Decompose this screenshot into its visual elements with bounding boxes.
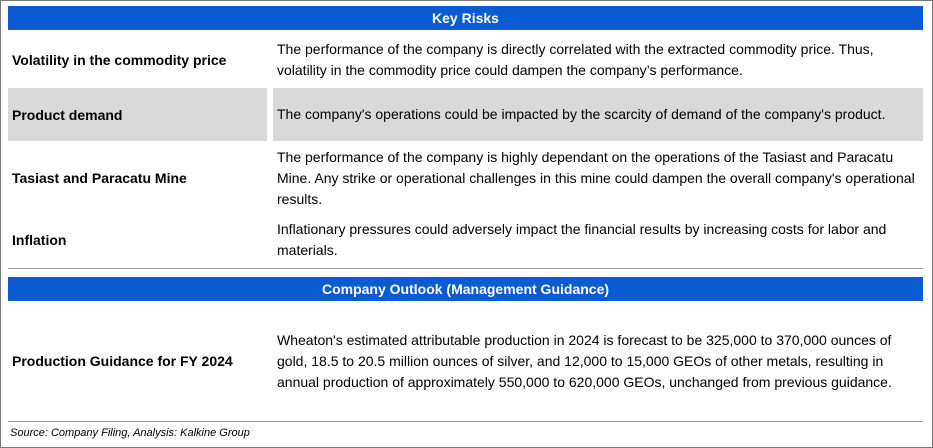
outlook-header: Company Outlook (Management Guidance) — [8, 277, 923, 301]
section-divider — [8, 268, 923, 269]
risk-label-commodity-price: Volatility in the commodity price — [12, 52, 227, 68]
risk-label-tasiast-paracatu: Tasiast and Paracatu Mine — [12, 170, 187, 186]
risk-label-product-demand: Product demand — [8, 88, 267, 141]
footer-divider — [8, 421, 923, 422]
risk-text-commodity-price: The performance of the company is direct… — [277, 41, 874, 78]
source-note: Source: Company Filing, Analysis: Kalkin… — [10, 427, 250, 439]
risk-text-product-demand: The company's operations could be impact… — [273, 88, 923, 141]
risk-text-inflation: Inflationary pressures could adversely i… — [277, 220, 887, 258]
risk-text-tasiast-paracatu: The performance of the company is highly… — [277, 148, 915, 207]
outlook-label-production-guidance: Production Guidance for FY 2024 — [12, 353, 233, 369]
risk-label-inflation: Inflation — [12, 231, 67, 248]
outlook-text-production-guidance: Wheaton's estimated attributable product… — [277, 331, 892, 390]
key-risks-header: Key Risks — [8, 6, 923, 30]
